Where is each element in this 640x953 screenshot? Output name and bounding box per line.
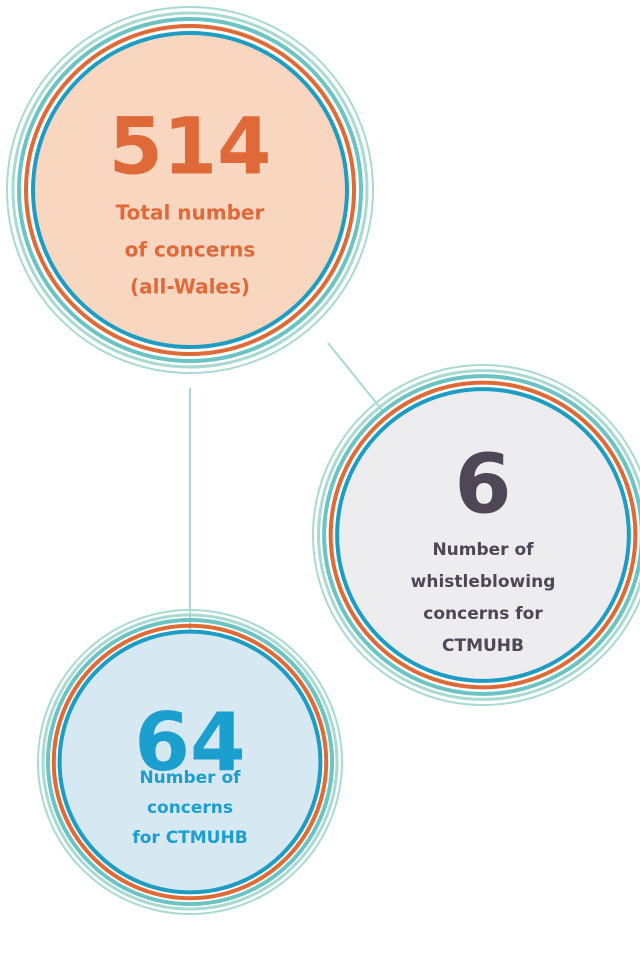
ring <box>51 623 329 901</box>
node-label: CTMUHB <box>442 636 524 656</box>
ring <box>17 17 363 363</box>
ring-fill <box>57 629 323 895</box>
node-label: (all-Wales) <box>130 275 250 299</box>
node-label: Number of <box>432 540 534 560</box>
node-value: 6 <box>454 437 511 532</box>
node-value: 64 <box>134 696 245 789</box>
node-label: Total number <box>116 201 265 225</box>
node-label: Number of <box>139 768 241 788</box>
ring <box>24 24 356 356</box>
ring-fill <box>335 387 631 683</box>
node-label: whistleblowing <box>411 572 556 592</box>
ring <box>6 6 374 374</box>
node-label: for CTMUHB <box>132 828 247 848</box>
connector <box>327 342 383 411</box>
ring-fill <box>31 31 349 349</box>
node-label: concerns <box>147 798 233 818</box>
circles: 514 Total number of concerns (all-Wales) 6 Nu… <box>6 6 640 915</box>
node-value: 514 <box>109 102 272 192</box>
ring <box>41 613 339 911</box>
ring <box>328 380 638 690</box>
ring <box>322 374 640 696</box>
ring <box>312 364 640 706</box>
ring <box>37 609 343 915</box>
node-label: of concerns <box>125 238 256 262</box>
ring <box>45 617 335 907</box>
ring <box>11 11 369 369</box>
node-label: concerns for <box>423 604 543 624</box>
ring <box>317 369 640 701</box>
